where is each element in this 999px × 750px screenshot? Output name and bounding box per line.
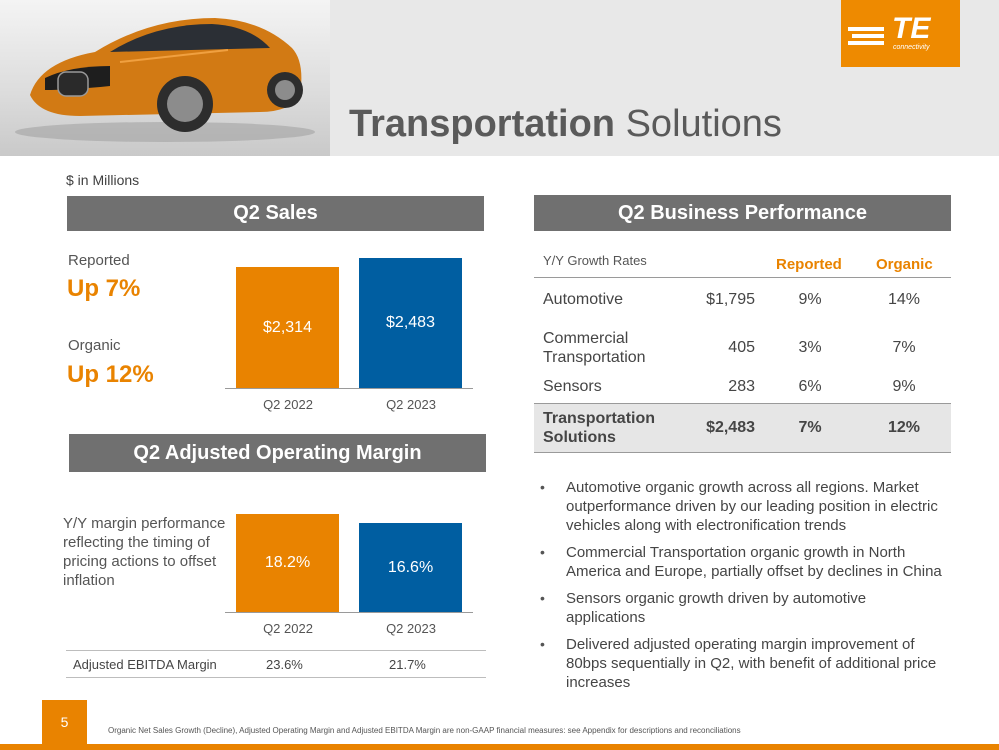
total-row-background	[534, 403, 951, 452]
te-logo	[841, 0, 960, 67]
sales-bar-label-1: $2,314	[263, 318, 312, 336]
ebitda-value-2023: 21.7%	[389, 657, 426, 672]
page-number: 5	[42, 700, 87, 744]
row-commercial-reported: 3%	[798, 339, 822, 356]
total-bottom-rule	[534, 452, 951, 453]
row-automotive-organic: 14%	[887, 291, 921, 308]
commentary-bullets: Automotive organic growth across all reg…	[538, 478, 948, 700]
margin-bar-2: 16.6%	[359, 523, 462, 612]
total-top-rule	[534, 403, 951, 404]
page-title: Transportation Solutions	[349, 103, 782, 145]
bullet-item: Commercial Transportation organic growth…	[538, 543, 948, 581]
bullet-item: Delivered adjusted operating margin impr…	[538, 635, 948, 692]
table-header-rule	[534, 277, 951, 278]
row-sensors-name: Sensors	[543, 378, 602, 395]
row-automotive-name: Automotive	[543, 291, 624, 308]
sales-bar-1: $2,314	[236, 267, 339, 388]
footer-rule	[0, 744, 999, 750]
sales-chart: $2,314 $2,483	[225, 258, 473, 408]
performance-title: Q2 Business Performance	[534, 195, 951, 231]
sales-tick-2: Q2 2023	[386, 397, 436, 412]
ebitda-bottom-rule	[66, 677, 486, 678]
row-sensors-value: 283	[728, 378, 755, 395]
margin-axis	[225, 612, 473, 613]
organic-value: Up 12%	[67, 361, 154, 388]
margin-tick-1: Q2 2022	[263, 621, 313, 636]
sales-bar-2: $2,483	[359, 258, 462, 388]
ebitda-value-2022: 23.6%	[266, 657, 303, 672]
margin-chart: 18.2% 16.6%	[225, 500, 473, 615]
margin-note: Y/Y margin performance reflecting the ti…	[63, 515, 226, 589]
ebitda-label: Adjusted EBITDA Margin	[73, 657, 217, 672]
row-sensors-reported: 6%	[798, 378, 822, 395]
row-automotive-value: $1,795	[706, 291, 755, 308]
margin-tick-2: Q2 2023	[386, 621, 436, 636]
ebitda-top-rule	[66, 650, 486, 651]
margin-title: Q2 Adjusted Operating Margin	[69, 434, 486, 472]
row-commercial-organic: 7%	[892, 339, 916, 356]
sales-axis	[225, 388, 473, 389]
row-automotive-reported: 9%	[798, 291, 822, 308]
bullet-item: Sensors organic growth driven by automot…	[538, 589, 948, 627]
reported-column-header: Reported	[776, 256, 842, 273]
sales-tick-1: Q2 2022	[263, 397, 313, 412]
reported-label: Reported	[68, 252, 130, 269]
bullet-item: Automotive organic growth across all reg…	[538, 478, 948, 535]
reported-value: Up 7%	[67, 275, 141, 302]
organic-column-header: Organic	[876, 256, 933, 273]
row-sensors-organic: 9%	[892, 378, 916, 395]
row-commercial-name: Commercial Transportation	[543, 330, 646, 366]
row-total-name: Transportation Solutions	[543, 410, 656, 446]
car-image	[0, 0, 330, 156]
row-total-organic: 12%	[887, 419, 921, 436]
organic-label: Organic	[68, 337, 121, 354]
margin-bar-1: 18.2%	[236, 514, 339, 612]
row-total-reported: 7%	[798, 419, 822, 436]
row-commercial-value: 405	[728, 339, 755, 356]
growth-rates-header: Y/Y Growth Rates	[543, 253, 647, 268]
footnote: Organic Net Sales Growth (Decline), Adju…	[108, 726, 741, 735]
units-label: $ in Millions	[66, 172, 140, 188]
row-total-value: $2,483	[706, 419, 755, 436]
margin-bar-label-2: 16.6%	[387, 558, 434, 576]
logo-text: TE	[848, 12, 970, 46]
sales-bar-label-2: $2,483	[386, 314, 435, 331]
margin-bar-label-1: 18.2%	[264, 554, 311, 571]
sales-title: Q2 Sales	[67, 196, 484, 231]
logo-subtext: connectivity	[893, 44, 930, 51]
